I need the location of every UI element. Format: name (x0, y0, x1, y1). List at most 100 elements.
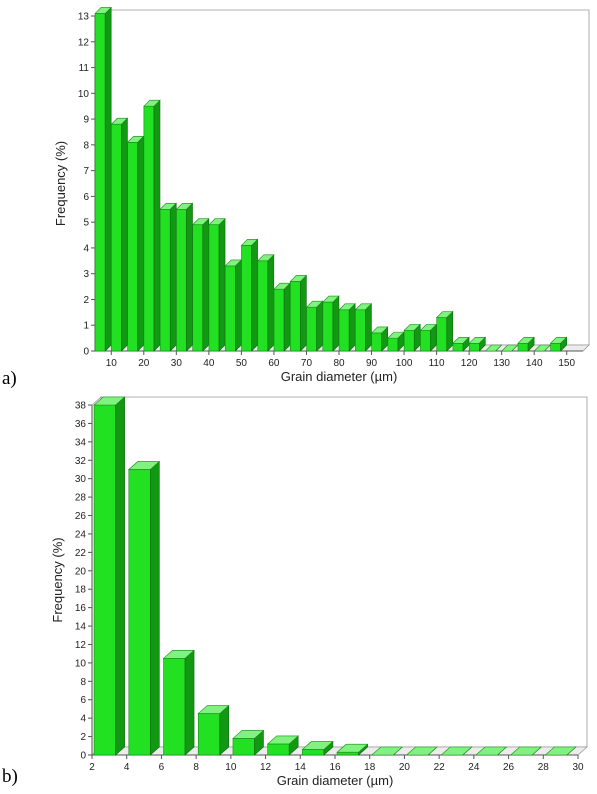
x-tick-label: 30 (572, 762, 584, 773)
y-tick-label: 12 (78, 37, 90, 48)
x-tick-label: 2 (89, 762, 95, 773)
bar-28 (549, 336, 568, 352)
bar-front (192, 224, 204, 352)
bar-23 (468, 336, 487, 352)
bar-top (289, 275, 308, 282)
bar-front (387, 337, 399, 352)
bar-top (143, 99, 161, 107)
bar-top (208, 218, 226, 226)
bar-top (128, 461, 161, 470)
y-tick-label: 34 (75, 437, 87, 448)
bar-front (420, 330, 431, 352)
y-tick-label: 3 (83, 269, 89, 280)
x-tick-label: 18 (364, 762, 376, 773)
bar-top (440, 746, 473, 756)
y-tick-label: 8 (83, 140, 89, 151)
bar-side (186, 202, 193, 352)
bar-26 (517, 336, 535, 352)
x-tick-label: 120 (461, 358, 478, 369)
bar-top (475, 746, 508, 756)
y-tick-label: 16 (75, 603, 87, 614)
bar-0 (93, 396, 126, 756)
bar-20 (419, 323, 438, 352)
x-tick-label: 28 (538, 762, 550, 773)
y-tick-label: 0 (80, 751, 86, 762)
bar-11 (273, 282, 291, 352)
bar-top (110, 117, 129, 125)
x-tick-label: 110 (429, 358, 445, 369)
bar-2 (126, 135, 145, 352)
y-tick-label: 32 (75, 456, 87, 467)
y-tick-label: 7 (83, 166, 89, 177)
x-tick-label: 10 (225, 762, 237, 773)
bar-side (150, 460, 160, 756)
y-tick-label: 11 (79, 63, 90, 74)
bar-0 (94, 6, 112, 352)
x-tick-label: 20 (138, 358, 150, 369)
bar-side (283, 282, 291, 352)
bar-front (289, 281, 301, 352)
bar-top (159, 202, 177, 210)
y-tick-label: 18 (75, 585, 87, 596)
bar-10 (440, 746, 473, 756)
bar-top (509, 746, 542, 756)
bar-side (202, 218, 210, 352)
bar-top (405, 746, 438, 756)
bar-top (468, 336, 487, 344)
bar-side (153, 99, 161, 352)
bar-14 (322, 295, 340, 352)
bar-side (251, 238, 258, 352)
bar-top (370, 326, 389, 334)
bar-top (94, 7, 112, 14)
bar-side (235, 259, 242, 352)
bar-front (550, 342, 561, 352)
bar-side (446, 310, 454, 352)
bar-top (162, 649, 195, 659)
bar-side (169, 202, 177, 352)
bar-front (338, 309, 350, 352)
bar-front (197, 713, 221, 756)
x-tick-label: 90 (366, 358, 378, 369)
x-tick-label: 22 (434, 762, 446, 773)
bar-front (128, 469, 151, 756)
bar-front (176, 208, 187, 352)
bar-8 (224, 259, 243, 352)
bar-side (332, 295, 340, 352)
bar-3 (197, 704, 230, 756)
bar-side (316, 300, 323, 352)
y-tick-label: 0 (83, 347, 89, 358)
bar-side (115, 396, 125, 756)
x-tick-label: 6 (159, 762, 165, 773)
y-tick-label: 13 (78, 12, 90, 23)
bar-top (93, 396, 126, 406)
bar-front (93, 404, 116, 756)
bar-top (338, 303, 356, 311)
bar-side (365, 303, 372, 352)
y-tick-label: 24 (75, 529, 87, 540)
bar-side (218, 218, 226, 352)
x-tick-label: 50 (236, 358, 248, 369)
y-tick-label: 8 (80, 677, 86, 688)
bar-top (354, 303, 373, 311)
y-tick-label: 10 (75, 658, 87, 669)
x-tick-label: 60 (268, 358, 280, 369)
bar-front (517, 342, 529, 352)
bar-top (232, 730, 265, 739)
bar-top (191, 218, 210, 226)
bar-5 (175, 202, 194, 352)
bar-top (322, 295, 340, 303)
y-tick-label: 1 (83, 321, 89, 332)
bar-front (371, 332, 383, 352)
bar-front (322, 301, 334, 352)
bar-12 (289, 274, 308, 352)
bar-top (549, 336, 568, 344)
bar-3 (143, 99, 161, 352)
bar-21 (435, 310, 454, 352)
x-tick-label: 10 (106, 358, 118, 369)
bar-6 (191, 218, 210, 352)
bar-front (302, 749, 325, 756)
bar-front (241, 245, 252, 352)
panel-label-b: b) (2, 766, 18, 787)
y-tick-label: 28 (75, 493, 87, 504)
y-tick-label: 4 (80, 714, 86, 725)
